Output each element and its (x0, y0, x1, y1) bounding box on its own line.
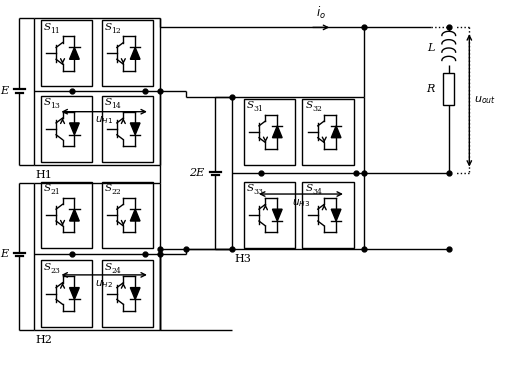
Text: S: S (43, 23, 51, 32)
Polygon shape (130, 123, 140, 135)
Polygon shape (69, 287, 79, 300)
Text: 33: 33 (253, 188, 263, 196)
Text: E: E (0, 86, 8, 96)
Text: 11: 11 (50, 27, 60, 35)
Text: H2: H2 (35, 335, 52, 345)
Polygon shape (130, 47, 140, 59)
Text: S: S (104, 23, 112, 32)
Text: S: S (104, 98, 112, 107)
Text: 23: 23 (50, 267, 60, 275)
Text: S: S (305, 184, 312, 193)
Polygon shape (331, 126, 340, 138)
Text: 13: 13 (50, 102, 60, 110)
Text: H3: H3 (234, 254, 250, 264)
Text: $u_{out}$: $u_{out}$ (473, 95, 495, 106)
Text: S: S (43, 98, 51, 107)
Polygon shape (69, 47, 79, 59)
Text: 12: 12 (111, 27, 121, 35)
Text: 31: 31 (253, 105, 263, 113)
Polygon shape (69, 209, 79, 221)
Text: S: S (305, 101, 312, 110)
Text: 24: 24 (111, 267, 121, 275)
Text: R: R (426, 84, 434, 95)
Text: H1: H1 (35, 170, 52, 179)
Text: $u_{H2}$: $u_{H2}$ (95, 278, 113, 290)
Text: L: L (427, 43, 434, 53)
Text: S: S (43, 263, 51, 272)
Text: S: S (43, 184, 51, 193)
Polygon shape (331, 209, 340, 221)
Text: 21: 21 (50, 188, 60, 196)
Text: 2E: 2E (188, 168, 204, 179)
Polygon shape (69, 123, 79, 135)
Text: S: S (246, 184, 253, 193)
Polygon shape (130, 287, 140, 300)
Text: $i_o$: $i_o$ (316, 4, 326, 21)
Text: 32: 32 (312, 105, 322, 113)
Bar (442, 74, 453, 105)
Text: 22: 22 (111, 188, 121, 196)
Text: 34: 34 (312, 188, 322, 196)
Text: E: E (0, 249, 8, 259)
Polygon shape (272, 126, 282, 138)
Text: S: S (246, 101, 253, 110)
Text: $u_{H1}$: $u_{H1}$ (95, 115, 113, 126)
Text: S: S (104, 184, 112, 193)
Polygon shape (130, 209, 140, 221)
Text: $u_{H3}$: $u_{H3}$ (291, 197, 310, 209)
Polygon shape (272, 209, 282, 221)
Text: 14: 14 (111, 102, 121, 110)
Text: S: S (104, 263, 112, 272)
